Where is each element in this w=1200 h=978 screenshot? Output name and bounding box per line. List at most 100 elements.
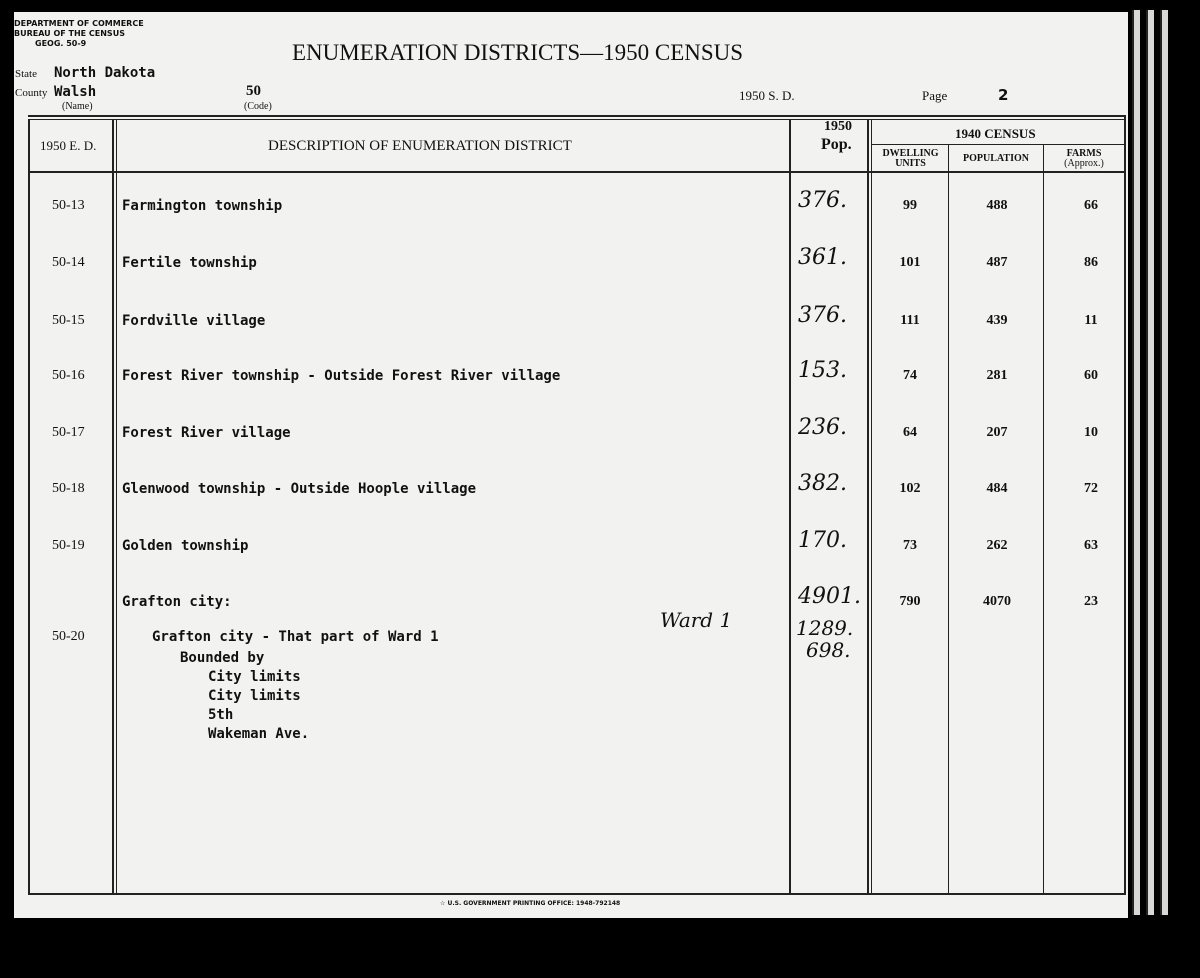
district-description: Golden township [122,538,249,554]
rule [867,119,869,895]
state-value: North Dakota [54,65,156,81]
ed-number: 50-17 [52,425,85,440]
dwelling-units: 111 [900,313,920,328]
col-farms-line1: FARMS [1066,148,1102,159]
dwelling-units: 73 [903,538,917,553]
pop1950-handwritten: 4901. [798,584,861,609]
district-description: Forest River township - Outside Forest R… [122,368,561,384]
page-edge [1146,10,1154,915]
col-1940-census: 1940 CENSUS [955,126,1036,141]
rule [28,119,1126,120]
county-code: 50 [246,83,261,99]
pop1950-handwritten: 153. [798,358,847,383]
page-number: 2 [998,86,1009,104]
county-name: Walsh [54,84,97,100]
farms-approx: 11 [1084,313,1098,328]
col-farms-line2: (Approx.) [1064,158,1104,169]
dwelling-units: 790 [899,594,921,609]
rule [28,171,1126,173]
ed-number: 50-20 [52,629,85,644]
agency-line: BUREAU OF THE CENSUS [14,29,125,38]
district-description: Grafton city: [122,594,232,610]
population-1940: 281 [986,368,1008,383]
district-description: Glenwood township - Outside Hoople villa… [122,481,477,497]
population-1940: 439 [986,313,1008,328]
pop1950-handwritten: 376. [798,303,847,328]
farms-approx: 23 [1084,594,1098,609]
page-label: Page [922,88,948,103]
rule [789,119,791,895]
form-number: GEOG. 50-9 [35,39,87,48]
bound: City limits [208,688,301,704]
pop1950-handwritten: 376. [798,188,847,213]
population-1940: 487 [986,255,1008,270]
dwelling-units: 99 [903,198,917,213]
bound: Wakeman Ave. [208,726,310,742]
district-description: Fordville village [122,313,266,329]
ed-number: 50-14 [52,255,85,270]
pop1950-handwritten: 361. [798,245,847,270]
bound: 5th [208,707,234,723]
population-1940: 484 [986,481,1008,496]
dwelling-units: 101 [899,255,921,270]
population-1940: 262 [986,538,1008,553]
col-population: POPULATION [963,153,1029,164]
agency-line: DEPARTMENT OF COMMERCE [14,19,144,28]
col-description: DESCRIPTION OF ENUMERATION DISTRICT [268,138,572,154]
col-farms: FARMS (Approx.) [1044,149,1124,169]
pop1950-handwritten: 170. [798,528,847,553]
rule [28,893,1126,895]
rule [871,119,872,895]
rule [28,119,30,895]
pop1950-handwritten: 382. [798,471,847,496]
ed-number: 50-19 [52,538,85,553]
dwelling-units: 102 [899,481,921,496]
rule [28,115,1126,117]
col-dwelling-line1: DWELLING [882,148,939,159]
pop1950-handwritten: 236. [798,415,847,440]
col-ed: 1950 E. D. [40,138,97,153]
pop1950-handwritten: 1289. [796,616,854,640]
district-description: Forest River village [122,425,291,441]
pop1950-handwritten: 698. [806,638,851,662]
name-caption: (Name) [62,101,93,112]
state-label: State [15,68,37,80]
ed-number: 50-13 [52,198,85,213]
dwelling-units: 64 [903,425,917,440]
district-description: Grafton city - That part of Ward 1 [152,629,439,645]
bound: City limits [208,669,301,685]
sd-label: 1950 S. D. [739,88,795,103]
farms-approx: 86 [1084,255,1098,270]
farms-approx: 60 [1084,368,1098,383]
rule [872,144,1124,145]
page-edge [1132,10,1140,915]
col-dwelling-line2: UNITS [895,158,926,169]
census-page [14,12,1128,918]
rule [116,119,117,895]
bounded-by: Bounded by [180,650,265,666]
rule [948,145,949,895]
ed-number: 50-18 [52,481,85,496]
district-description: Fertile township [122,255,257,271]
col-pop1950-year: 1950 [824,119,852,134]
rule [112,119,114,895]
handwritten-note: Ward 1 [660,608,733,632]
population-1940: 4070 [983,594,1011,609]
district-description: Farmington township [122,198,283,214]
farms-approx: 72 [1084,481,1098,496]
county-label: County [15,87,48,99]
rule [1043,145,1044,895]
col-pop1950-label: Pop. [821,136,852,153]
dwelling-units: 74 [903,368,917,383]
page-edge [1160,10,1168,915]
col-dwelling: DWELLING UNITS [873,149,948,169]
farms-approx: 66 [1084,198,1098,213]
population-1940: 488 [986,198,1008,213]
ed-number: 50-16 [52,368,85,383]
code-caption: (Code) [244,101,272,112]
farms-approx: 63 [1084,538,1098,553]
population-1940: 207 [986,425,1008,440]
page-title: ENUMERATION DISTRICTS—1950 CENSUS [292,40,744,65]
printing-imprint: ☆ U.S. GOVERNMENT PRINTING OFFICE: 1948-… [440,900,621,907]
rule [1124,115,1126,895]
